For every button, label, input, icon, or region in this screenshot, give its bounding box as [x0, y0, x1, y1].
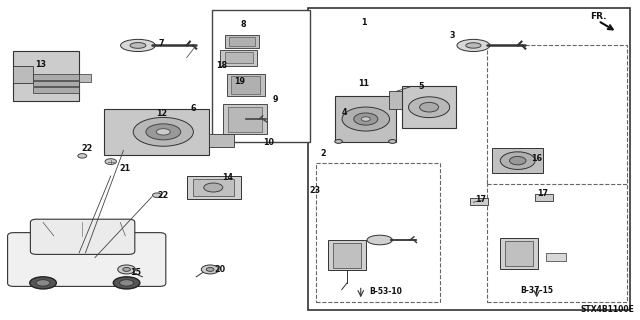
Ellipse shape [105, 159, 116, 164]
FancyBboxPatch shape [30, 219, 135, 254]
Ellipse shape [120, 39, 156, 52]
Bar [492, 148, 543, 173]
Ellipse shape [29, 277, 56, 289]
Bar [227, 74, 264, 96]
Text: 23: 23 [310, 186, 321, 195]
Text: 2: 2 [320, 149, 326, 158]
Ellipse shape [335, 140, 342, 143]
Text: 20: 20 [214, 265, 226, 274]
Ellipse shape [367, 235, 392, 245]
Ellipse shape [388, 140, 396, 143]
Bar [328, 240, 366, 270]
Bar [402, 86, 456, 128]
Ellipse shape [500, 152, 535, 170]
Ellipse shape [342, 107, 390, 131]
Bar [500, 238, 538, 269]
Text: 1: 1 [361, 18, 367, 27]
Ellipse shape [118, 265, 136, 274]
Bar [470, 198, 488, 205]
Text: 17: 17 [538, 189, 548, 198]
Text: 22: 22 [82, 144, 93, 153]
Bar [193, 179, 234, 196]
Ellipse shape [120, 280, 134, 286]
Bar [505, 241, 533, 266]
Ellipse shape [201, 265, 219, 274]
Bar [308, 8, 630, 310]
Ellipse shape [466, 43, 481, 48]
Ellipse shape [36, 280, 50, 286]
Text: 4: 4 [342, 108, 348, 116]
Text: B-53-10: B-53-10 [370, 287, 403, 296]
Text: 7: 7 [159, 39, 164, 48]
Bar [225, 52, 253, 63]
Ellipse shape [152, 193, 161, 197]
Bar [545, 253, 566, 261]
Text: 16: 16 [531, 154, 542, 163]
Bar [33, 81, 79, 86]
Bar [487, 45, 627, 184]
Text: 12: 12 [156, 109, 167, 118]
Text: 14: 14 [222, 173, 234, 182]
Text: 9: 9 [273, 95, 278, 104]
Bar [13, 66, 33, 83]
Ellipse shape [204, 183, 223, 192]
Text: 13: 13 [36, 60, 47, 68]
Bar [33, 87, 79, 93]
Bar [209, 134, 234, 147]
Ellipse shape [78, 154, 86, 158]
Ellipse shape [133, 117, 193, 146]
FancyBboxPatch shape [8, 233, 166, 286]
Ellipse shape [408, 97, 450, 118]
Text: 15: 15 [131, 268, 141, 277]
Text: B-37-15: B-37-15 [520, 286, 553, 295]
Text: 17: 17 [476, 195, 486, 204]
Bar [333, 243, 361, 268]
Ellipse shape [113, 277, 140, 289]
Ellipse shape [509, 156, 526, 165]
Bar [535, 194, 552, 201]
Bar [389, 91, 405, 109]
Ellipse shape [156, 129, 170, 135]
Bar [335, 96, 396, 142]
Ellipse shape [123, 268, 131, 271]
Ellipse shape [130, 43, 146, 48]
Ellipse shape [354, 113, 378, 125]
Ellipse shape [146, 124, 180, 140]
Text: 3: 3 [450, 31, 455, 40]
Bar [104, 109, 209, 155]
Text: 11: 11 [358, 79, 369, 88]
Ellipse shape [231, 78, 240, 83]
Text: 18: 18 [216, 61, 227, 70]
Text: 8: 8 [241, 20, 246, 28]
Text: FR.: FR. [590, 12, 606, 21]
Bar [187, 176, 241, 199]
Bar [487, 176, 627, 302]
Bar [316, 163, 440, 302]
Text: STX4B1100E: STX4B1100E [580, 305, 634, 314]
Ellipse shape [362, 117, 371, 121]
Ellipse shape [457, 39, 490, 52]
Ellipse shape [420, 102, 438, 112]
Bar [79, 74, 90, 82]
Bar [223, 104, 267, 134]
Text: 19: 19 [234, 77, 244, 86]
Bar [13, 51, 79, 101]
Text: 6: 6 [190, 104, 196, 113]
Text: 10: 10 [264, 138, 275, 147]
Text: 5: 5 [418, 82, 424, 91]
Bar [228, 107, 262, 132]
Ellipse shape [206, 268, 214, 271]
Bar [220, 50, 257, 66]
Bar [33, 74, 79, 80]
Bar [225, 35, 259, 48]
Bar [229, 37, 255, 46]
Text: 21: 21 [120, 164, 131, 172]
Bar [212, 10, 310, 142]
Bar [231, 76, 260, 94]
Text: 22: 22 [157, 191, 169, 200]
